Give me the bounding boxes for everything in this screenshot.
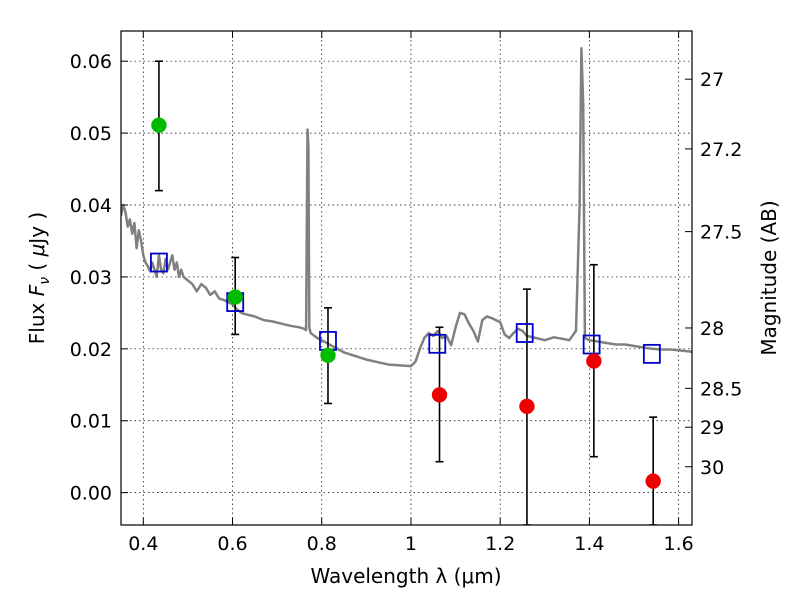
y-axis-label-close: ) [25,212,49,226]
y-axis-label: Flux Fν ( μJy ) [25,212,53,344]
x-axis-label: Wavelength λ (μm) [310,564,501,588]
y-axis-label-open: ( [25,256,49,277]
y-axis-label-unit: Jy [25,226,49,246]
model-square [582,334,601,355]
axes-ticks: 0.4 0.6 0.8 1 1.2 1.4 1.6 0.00 0.01 0.02 0.03 0.04 0… [70,31,742,555]
model-square [642,343,661,364]
y-axis-label-mu: μ [25,244,49,258]
detection-point [227,289,243,305]
plot-frame [120,30,693,526]
y2-axis-label: Magnitude (AB) [757,200,781,355]
y2-tick-label: 27.2 [700,139,742,161]
nondetection-point [586,353,602,369]
plot-data [121,47,692,525]
y-tick-label: 0.05 [70,123,112,145]
nondetection-point [431,387,448,403]
nondetection-point [519,398,535,415]
y2-tick-label: 30 [700,457,724,479]
sed-line [121,47,692,368]
x-tick-label: 1.2 [485,533,515,555]
y-axis-label-prefix: Flux [25,296,49,344]
x-tick-label: 0.6 [217,533,247,555]
model-square [150,252,168,273]
y-tick-label: 0.04 [70,195,112,217]
y2-tick-label: 27 [700,69,724,91]
y-axis-label-symbol: F [25,284,49,296]
x-tick-label: 1 [405,533,417,555]
nondetection-point [645,473,661,489]
detection-point [320,347,336,364]
y2-tick-label: 28 [700,318,724,340]
y-tick-label: 0.01 [70,411,112,433]
x-tick-label: 0.4 [128,533,158,555]
x-tick-label: 1.6 [664,533,694,555]
detection-point [151,117,167,133]
x-tick-label: 1.4 [574,533,604,555]
x-tick-label: 0.8 [307,533,337,555]
model-square [428,333,447,354]
grid [121,31,692,525]
model-square [515,323,534,343]
y2-tick-label: 27.5 [700,222,742,244]
y-tick-label: 0.03 [70,267,112,289]
y-tick-label: 0.06 [70,51,112,73]
y2-tick-label: 29 [700,417,724,439]
y-tick-label: 0.02 [70,339,112,361]
y-tick-label: 0.00 [70,483,112,505]
y2-tick-label: 28.5 [700,378,742,400]
y-axis-label-subscript: ν [37,277,53,285]
